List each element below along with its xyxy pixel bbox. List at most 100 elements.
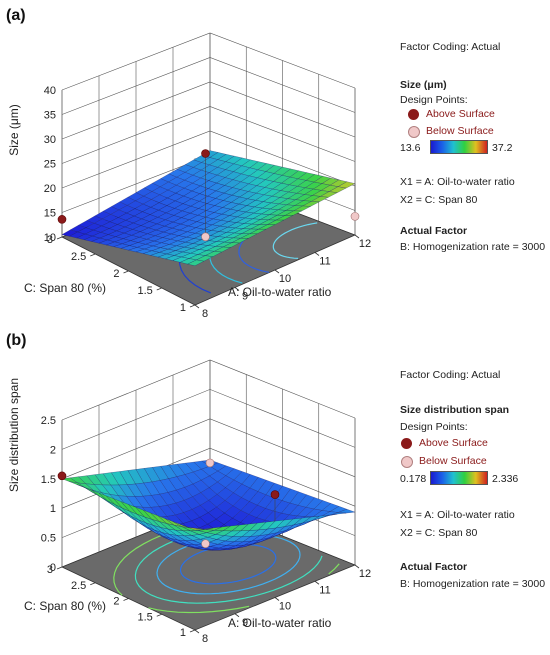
z-tick-label: 1.5	[41, 474, 56, 486]
x-tick-mark	[194, 629, 200, 634]
below-surface-marker	[401, 456, 413, 468]
panel-label: (a)	[6, 7, 26, 24]
z-tick-label: 2	[50, 444, 56, 456]
color-scale-bar	[430, 140, 488, 154]
response-surface	[61, 459, 356, 551]
design-point-below	[350, 212, 360, 221]
design-point-above	[201, 149, 210, 158]
x-tick-mark	[194, 304, 200, 309]
x-tick-mark	[354, 234, 360, 239]
z-tick-label: 15	[44, 208, 56, 220]
x-tick-label: 9	[242, 291, 248, 303]
z-tick-label: 0	[50, 562, 56, 574]
contour-line	[272, 222, 318, 259]
x-tick-label: 10	[279, 601, 291, 613]
design-point-below	[201, 539, 210, 549]
legend-actual-factor: Actual Factor	[400, 561, 468, 573]
x-tick-label: 8	[202, 308, 208, 320]
x-tick-mark	[314, 580, 320, 585]
y-tick-mark	[90, 582, 96, 586]
x-axis-title: A: Oil-to-water ratio	[228, 285, 332, 299]
x-tick-label: 9	[242, 617, 248, 629]
x-tick-label: 11	[319, 584, 330, 596]
x-tick-mark	[274, 597, 280, 601]
above-surface-marker	[401, 438, 412, 449]
y-axis-title: C: Span 80 (%)	[24, 281, 106, 295]
y-tick-label: 1	[180, 302, 186, 314]
x-tick-mark	[314, 252, 320, 256]
z-tick-label: 1	[50, 503, 56, 515]
legend-design-points: Design Points:	[400, 94, 468, 106]
y-tick-mark	[156, 613, 162, 617]
legend-range-min: 13.6	[400, 142, 421, 154]
y-tick-label: 1.5	[137, 611, 152, 623]
x-tick-label: 12	[359, 568, 371, 580]
legend-x1: X1 = A: Oil-to-water ratio	[400, 509, 515, 521]
y-tick-label: 3	[47, 234, 53, 246]
floor-contours	[113, 518, 340, 614]
y-tick-mark	[189, 629, 196, 633]
response-surface	[61, 150, 356, 266]
legend-response-title: Size distribution span	[400, 404, 510, 416]
y-tick-mark	[156, 287, 162, 291]
legend-x2: X2 = C: Span 80	[400, 527, 478, 539]
x-axis-title: A: Oil-to-water ratio	[228, 616, 332, 630]
surface-facet	[187, 527, 204, 531]
legend-response-title: Size (μm)	[400, 79, 447, 91]
y-tick-label: 2.5	[71, 251, 86, 263]
z-gridline	[61, 32, 356, 91]
legend-x1: X1 = A: Oil-to-water ratio	[400, 176, 515, 188]
z-tick-label: 2.5	[41, 415, 56, 427]
y-tick-label: 2	[113, 596, 119, 608]
x-tick-mark	[274, 269, 280, 274]
surface-facet	[187, 259, 205, 266]
z-tick-label: 10	[44, 232, 56, 244]
y-axis-title: C: Span 80 (%)	[24, 599, 106, 613]
y-tick-label: 3	[47, 564, 53, 576]
x-tick-mark	[354, 564, 360, 569]
y-tick-label: 2	[113, 268, 119, 280]
z-axis-title: Size (μm)	[7, 104, 21, 156]
below-surface-marker	[408, 126, 420, 138]
legend-below: Below Surface	[419, 455, 487, 467]
panel-label: (b)	[6, 332, 26, 349]
y-tick-mark	[189, 304, 196, 308]
legend-above: Above Surface	[419, 437, 488, 449]
legend-design-points: Design Points:	[400, 421, 468, 433]
z-tick-label: 20	[44, 183, 56, 195]
z-tick-label: 30	[44, 134, 56, 146]
y-tick-mark	[56, 566, 63, 570]
legend-coding: Factor Coding: Actual	[400, 369, 501, 381]
color-scale-bar	[430, 471, 488, 485]
legend-factor-value: B: Homogenization rate = 3000	[400, 241, 546, 253]
z-tick-label: 40	[44, 85, 56, 97]
z-gridline	[61, 81, 356, 140]
z-tick-label: 25	[44, 159, 56, 171]
design-point-below	[201, 232, 210, 242]
legend-range-max: 37.2	[492, 142, 513, 154]
y-tick-mark	[123, 270, 129, 274]
y-tick-mark	[56, 236, 63, 240]
legend-factor-value: B: Homogenization rate = 3000	[400, 578, 546, 590]
z-axis-title: Size distribution span	[7, 378, 21, 492]
above-surface-marker	[408, 109, 419, 120]
x-tick-label: 11	[319, 256, 330, 268]
design-point-above	[57, 471, 67, 481]
legend-below: Below Surface	[426, 125, 494, 137]
x-tick-label: 10	[279, 273, 291, 285]
x-tick-label: 12	[359, 238, 371, 250]
y-tick-mark	[90, 253, 96, 257]
design-point-above	[57, 215, 67, 224]
x-tick-mark	[234, 613, 240, 618]
z-gridline	[61, 57, 356, 115]
x-tick-label: 8	[202, 633, 208, 645]
x-tick-mark	[234, 287, 240, 291]
surface-chart-span: (b) 0 0.5 1 1.5 2 2.5 Size distribution span 8 9 1…	[6, 332, 371, 645]
y-tick-mark	[123, 598, 129, 601]
y-tick-label: 2.5	[71, 580, 86, 592]
y-tick-label: 1	[180, 627, 186, 639]
y-tick-label: 1.5	[137, 285, 152, 297]
design-point-below	[205, 458, 215, 468]
